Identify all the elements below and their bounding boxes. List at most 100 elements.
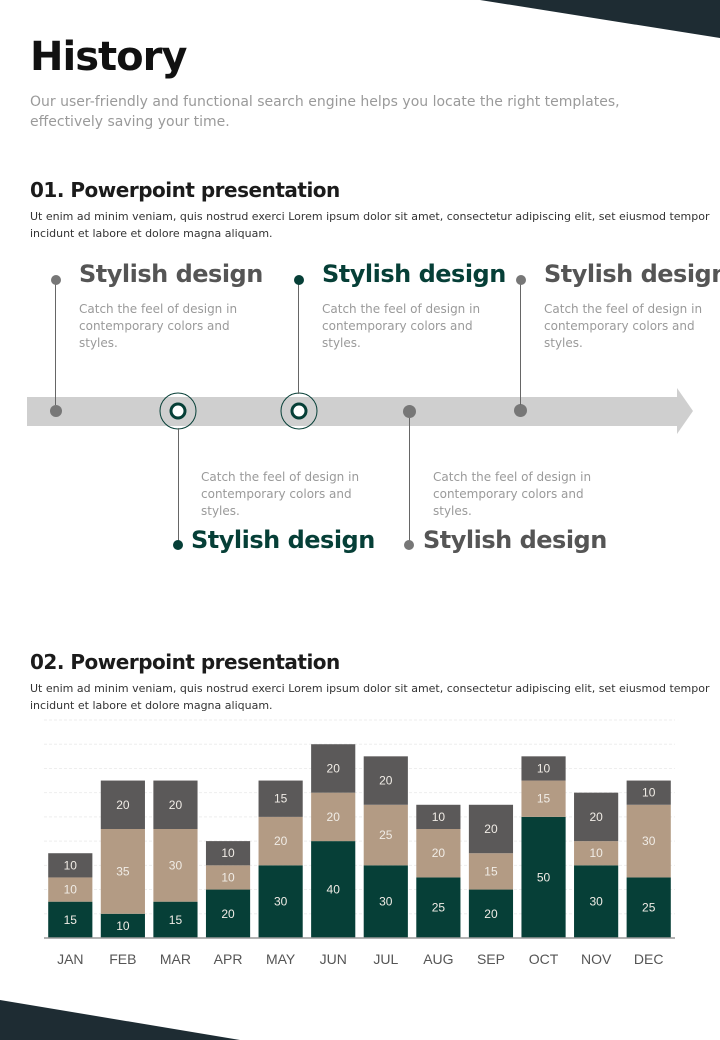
timeline-dot xyxy=(514,404,527,417)
x-tick-label: AUG xyxy=(423,951,453,967)
x-tick-label: SEP xyxy=(477,951,505,967)
x-tick-label: APR xyxy=(214,951,243,967)
section2-description: Ut enim ad minim veniam, quis nostrud ex… xyxy=(30,682,710,712)
data-label: 20 xyxy=(432,846,446,860)
bullet-icon xyxy=(51,275,61,285)
data-label: 15 xyxy=(169,913,183,927)
bar-segment xyxy=(258,780,303,817)
data-label: 10 xyxy=(116,919,130,933)
bar-segment xyxy=(626,804,671,878)
data-label: 30 xyxy=(274,895,288,909)
timeline-item-title: Stylish design xyxy=(544,260,720,288)
bar-segment xyxy=(363,756,408,805)
bar-segment xyxy=(258,865,303,938)
data-label: 15 xyxy=(484,864,498,878)
top-corner-shape xyxy=(480,0,720,38)
bar-segment xyxy=(521,780,566,817)
bar-segment xyxy=(468,889,514,938)
timeline-ring-marker xyxy=(280,392,318,430)
data-label: 20 xyxy=(116,798,130,812)
timeline-item-text: Catch the feel of design in contemporary… xyxy=(201,470,360,518)
bar-segment xyxy=(153,780,198,829)
bar-segment xyxy=(363,804,408,866)
data-label: 20 xyxy=(379,774,393,788)
bullet-icon xyxy=(516,275,526,285)
bar-segment xyxy=(416,829,461,878)
timeline-item-title: Stylish design xyxy=(79,260,263,288)
data-label: 35 xyxy=(116,864,130,878)
bar-segment xyxy=(48,853,93,878)
bar-segment xyxy=(153,829,198,902)
bar-segment xyxy=(153,901,198,938)
timeline-item-text: Catch the feel of design in contemporary… xyxy=(433,470,592,518)
x-tick-label: NOV xyxy=(581,951,612,967)
bar-segment xyxy=(521,756,566,781)
timeline-dot xyxy=(50,405,62,417)
bullet-icon xyxy=(404,540,414,550)
data-label: 15 xyxy=(274,792,288,806)
data-label: 10 xyxy=(432,810,446,824)
data-label: 20 xyxy=(484,822,498,836)
bar-segment xyxy=(468,804,514,854)
connector-line xyxy=(520,280,521,405)
data-label: 10 xyxy=(537,761,551,775)
data-label: 15 xyxy=(64,913,78,927)
bottom-corner-shape xyxy=(0,1000,240,1040)
data-label: 20 xyxy=(589,810,603,824)
connector-line xyxy=(55,280,56,405)
bar-segment xyxy=(205,889,251,938)
data-label: 25 xyxy=(379,828,393,842)
data-label: 20 xyxy=(327,761,341,775)
data-label: 30 xyxy=(169,858,183,872)
page-subtitle: Our user-friendly and functional search … xyxy=(30,94,620,130)
bullet-icon xyxy=(173,540,183,550)
bar-segment xyxy=(311,792,356,842)
bar-segment xyxy=(100,780,145,829)
connector-line xyxy=(178,428,179,543)
timeline-item-text: Catch the feel of design in contemporary… xyxy=(322,302,481,350)
bar-segment xyxy=(205,865,251,890)
bar-segment xyxy=(468,853,514,890)
connector-line xyxy=(298,280,299,394)
section2-title: 02. Powerpoint presentation xyxy=(30,650,340,674)
data-label: 10 xyxy=(64,858,78,872)
bar-segment xyxy=(574,841,619,866)
bar-segment xyxy=(416,804,461,829)
section1-title: 01. Powerpoint presentation xyxy=(30,178,340,202)
data-label: 50 xyxy=(537,870,551,884)
bar-segment xyxy=(574,865,619,938)
bar-segment xyxy=(48,901,93,938)
x-tick-label: MAY xyxy=(266,951,296,967)
timeline-item-title: Stylish design xyxy=(191,526,375,554)
data-label: 20 xyxy=(169,798,183,812)
data-label: 20 xyxy=(274,834,288,848)
x-tick-label: OCT xyxy=(529,951,559,967)
data-label: 20 xyxy=(484,907,498,921)
x-tick-label: JAN xyxy=(57,951,83,967)
data-label: 10 xyxy=(589,846,603,860)
data-label: 15 xyxy=(537,792,551,806)
x-tick-label: JUL xyxy=(373,951,398,967)
data-label: 10 xyxy=(64,883,78,897)
data-label: 25 xyxy=(642,901,656,915)
connector-line xyxy=(409,418,410,543)
bar-segment xyxy=(626,780,671,805)
data-label: 10 xyxy=(221,870,235,884)
data-label: 10 xyxy=(642,786,656,800)
page-title: History xyxy=(30,34,187,80)
bar-segment xyxy=(100,913,145,938)
section1-description: Ut enim ad minim veniam, quis nostrud ex… xyxy=(30,210,710,240)
data-label: 10 xyxy=(221,846,235,860)
bar-segment xyxy=(521,816,566,938)
bar-segment xyxy=(48,877,93,902)
bar-segment xyxy=(205,841,251,866)
timeline-dot xyxy=(403,405,416,418)
timeline-item-title: Stylish design xyxy=(423,526,607,554)
data-label: 25 xyxy=(432,901,446,915)
data-label: 20 xyxy=(221,907,235,921)
x-tick-label: MAR xyxy=(160,951,191,967)
timeline-item-text: Catch the feel of design in contemporary… xyxy=(79,302,238,350)
bar-segment xyxy=(100,829,145,914)
bar-segment xyxy=(574,792,619,842)
